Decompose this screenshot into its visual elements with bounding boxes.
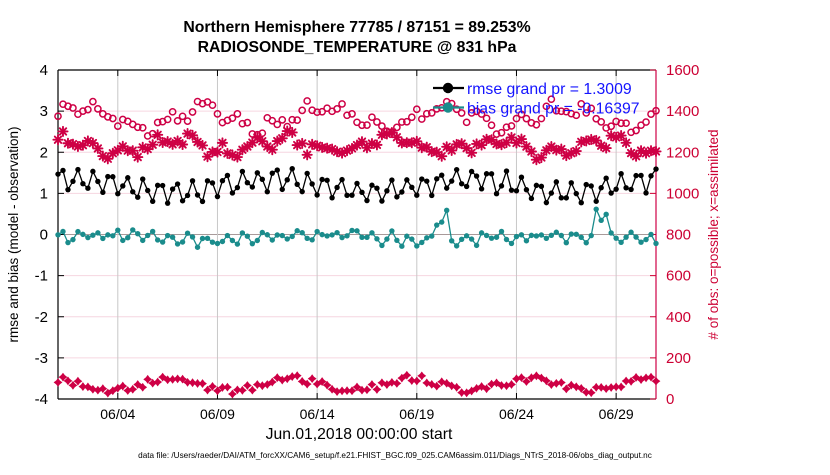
- svg-text:3: 3: [40, 103, 48, 120]
- svg-text:rmse and bias (model - observa: rmse and bias (model - observation): [6, 126, 21, 342]
- svg-text:600: 600: [666, 268, 691, 285]
- svg-text:06/14: 06/14: [300, 406, 335, 422]
- svg-text:0: 0: [40, 227, 48, 244]
- svg-text:4: 4: [40, 62, 48, 79]
- svg-text:Northern Hemisphere 77785 / 87: Northern Hemisphere 77785 / 87151 = 89.2…: [183, 19, 530, 36]
- svg-text:06/29: 06/29: [599, 406, 634, 422]
- svg-text:RADIOSONDE_TEMPERATURE @ 831 h: RADIOSONDE_TEMPERATURE @ 831 hPa: [198, 39, 517, 56]
- svg-text:Jun.01,2018 00:00:00 start: Jun.01,2018 00:00:00 start: [266, 426, 453, 443]
- svg-text:bias grand pr = -0.16397: bias grand pr = -0.16397: [467, 101, 640, 118]
- svg-text:06/24: 06/24: [499, 406, 534, 422]
- svg-text:data file: /Users/raeder/DAI/A: data file: /Users/raeder/DAI/ATM_forcXX/…: [138, 451, 652, 460]
- svg-text:06/19: 06/19: [399, 406, 434, 422]
- svg-text:06/09: 06/09: [200, 406, 235, 422]
- svg-text:rmse grand pr = 1.3009: rmse grand pr = 1.3009: [467, 81, 632, 98]
- svg-text:1600: 1600: [666, 62, 699, 79]
- svg-text:# of obs: o=possible; x=assimi: # of obs: o=possible; x=assimilated: [706, 129, 721, 339]
- svg-text:06/04: 06/04: [100, 406, 135, 422]
- svg-text:1: 1: [40, 185, 48, 202]
- svg-text:800: 800: [666, 227, 691, 244]
- svg-text:-2: -2: [35, 309, 48, 326]
- svg-text:0: 0: [666, 391, 674, 408]
- svg-text:2: 2: [40, 144, 48, 161]
- svg-text:200: 200: [666, 350, 691, 367]
- svg-text:-3: -3: [35, 350, 48, 367]
- svg-text:-1: -1: [35, 268, 48, 285]
- svg-text:1400: 1400: [666, 103, 699, 120]
- svg-text:-4: -4: [35, 391, 48, 408]
- svg-text:400: 400: [666, 309, 691, 326]
- svg-text:1200: 1200: [666, 144, 699, 161]
- svg-text:1000: 1000: [666, 185, 699, 202]
